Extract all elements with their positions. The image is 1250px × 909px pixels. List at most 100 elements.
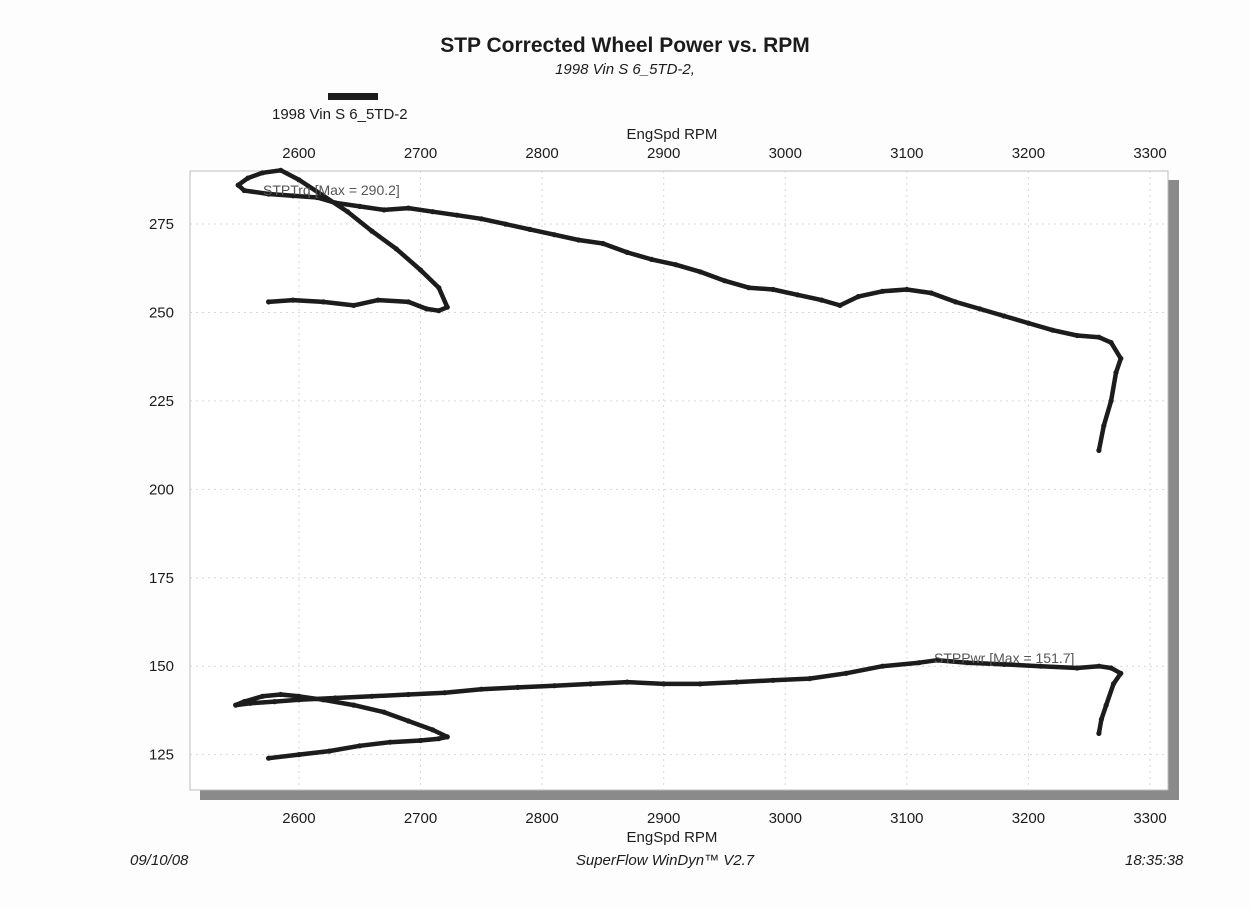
stppwr-point bbox=[381, 709, 387, 715]
stppwr-point bbox=[233, 702, 239, 708]
stppwr-point bbox=[357, 743, 363, 749]
top-axis-label: EngSpd RPM bbox=[627, 126, 718, 143]
stppwr-point bbox=[624, 679, 630, 685]
stptrq-point bbox=[278, 167, 284, 173]
stptrq-point bbox=[855, 294, 861, 300]
torque-annotation: STPTrq [Max = 290.2] bbox=[263, 182, 400, 198]
stppwr-point bbox=[661, 681, 667, 687]
y-tick-labels: 125 150 175 200 225 250 275 bbox=[149, 216, 174, 764]
stptrq-point bbox=[405, 205, 411, 211]
stptrq-point bbox=[235, 182, 241, 188]
stptrq-point bbox=[245, 175, 251, 181]
stptrq-point bbox=[794, 292, 801, 298]
stppwr-point bbox=[551, 683, 557, 689]
stptrq-point bbox=[503, 221, 509, 227]
top-x-tick-label: 3000 bbox=[769, 145, 802, 162]
stppwr-point bbox=[807, 676, 813, 682]
stppwr-point bbox=[843, 670, 849, 676]
grid-lines bbox=[190, 171, 1168, 790]
stptrq-point bbox=[721, 278, 728, 284]
y-tick-label: 200 bbox=[149, 481, 174, 498]
stppwr-point bbox=[351, 702, 357, 708]
stptrq-point bbox=[1001, 313, 1007, 319]
stptrq-point bbox=[879, 288, 886, 294]
bottom-tick-labels: 2600 2700 2800 2900 3000 3100 3200 3300 bbox=[282, 810, 1166, 827]
plot-shadow-right bbox=[1168, 180, 1179, 800]
stppwr-point bbox=[916, 660, 922, 666]
stptrq-point bbox=[436, 308, 442, 314]
stptrq-point bbox=[770, 286, 776, 293]
chart-subtitle: 1998 Vin S 6_5TD-2, bbox=[555, 61, 695, 78]
stppwr-point bbox=[1110, 681, 1117, 687]
stptrq-point bbox=[290, 193, 296, 199]
footer-date: 09/10/08 bbox=[130, 852, 189, 869]
stppwr-point bbox=[697, 681, 703, 687]
stppwr-point bbox=[259, 693, 266, 699]
stppwr-point bbox=[1098, 716, 1104, 722]
y-tick-label: 275 bbox=[149, 216, 174, 233]
y-tick-label: 250 bbox=[149, 304, 174, 321]
stptrq-point bbox=[600, 240, 606, 247]
stptrq-point bbox=[576, 237, 582, 243]
stptrq-point bbox=[351, 302, 357, 308]
top-tick-labels: 2600 2700 2800 2900 3000 3100 3200 3300 bbox=[282, 145, 1166, 162]
stptrq-point bbox=[527, 226, 533, 232]
stppwr-point bbox=[1108, 665, 1114, 671]
stptrq-point bbox=[1108, 398, 1114, 404]
y-tick-label: 150 bbox=[149, 658, 174, 675]
stptrq-point bbox=[1074, 332, 1080, 339]
stptrq-point bbox=[1113, 370, 1119, 376]
stppwr-point bbox=[241, 699, 247, 705]
bottom-x-tick-label: 3000 bbox=[769, 810, 802, 827]
stppwr-point bbox=[515, 684, 521, 691]
top-x-tick-label: 2700 bbox=[404, 145, 437, 162]
stptrq-point bbox=[977, 306, 983, 312]
stppwr-point bbox=[272, 699, 278, 705]
stptrq-point bbox=[296, 177, 302, 183]
stptrq-point bbox=[266, 191, 272, 197]
stppwr-point bbox=[320, 697, 326, 703]
stptrq-point bbox=[241, 187, 247, 194]
stppwr-point bbox=[1096, 730, 1102, 737]
stptrq-point bbox=[551, 232, 557, 238]
stptrq-point bbox=[405, 299, 411, 305]
stptrq-point bbox=[381, 207, 387, 213]
stptrq-point bbox=[314, 194, 320, 201]
stppwr-point bbox=[296, 752, 302, 758]
stptrq-point bbox=[454, 212, 460, 218]
stptrq-point bbox=[357, 203, 363, 209]
stptrq-point bbox=[624, 249, 630, 255]
stppwr-line bbox=[233, 657, 1124, 761]
bottom-x-tick-label: 2800 bbox=[525, 810, 558, 827]
stptrq-point bbox=[697, 269, 703, 275]
stptrq-point bbox=[430, 209, 436, 215]
stppwr-point bbox=[1001, 661, 1007, 668]
stppwr-point bbox=[417, 737, 424, 744]
stppwr-point bbox=[405, 691, 411, 698]
top-x-tick-label: 3200 bbox=[1012, 145, 1045, 162]
legend-swatch bbox=[328, 93, 378, 100]
stptrq-point bbox=[266, 299, 272, 305]
stptrq-point bbox=[259, 170, 266, 176]
stptrq-point bbox=[424, 306, 430, 312]
stppwr-point bbox=[965, 660, 971, 666]
stppwr-point bbox=[430, 727, 436, 733]
top-x-tick-label: 2800 bbox=[525, 145, 558, 162]
stppwr-point bbox=[387, 739, 393, 745]
stptrq-point bbox=[837, 302, 843, 308]
stppwr-point bbox=[444, 734, 450, 740]
bottom-x-tick-label: 2900 bbox=[647, 810, 680, 827]
top-x-tick-label: 2600 bbox=[282, 145, 315, 162]
stppwr-point bbox=[1038, 663, 1044, 669]
stppwr-point bbox=[734, 679, 740, 685]
stptrq-point bbox=[952, 299, 959, 305]
chart-title: STP Corrected Wheel Power vs. RPM bbox=[440, 34, 810, 57]
power-annotation: STPPwr [Max = 151.7] bbox=[934, 650, 1074, 666]
legend-label: 1998 Vin S 6_5TD-2 bbox=[272, 106, 408, 123]
stppwr-point bbox=[1118, 670, 1124, 676]
stptrq-point bbox=[290, 297, 296, 303]
bottom-x-tick-label: 3300 bbox=[1133, 810, 1166, 827]
stptrq-point bbox=[1101, 423, 1107, 429]
stptrq-point bbox=[1108, 340, 1114, 346]
stptrq-point bbox=[417, 267, 424, 273]
